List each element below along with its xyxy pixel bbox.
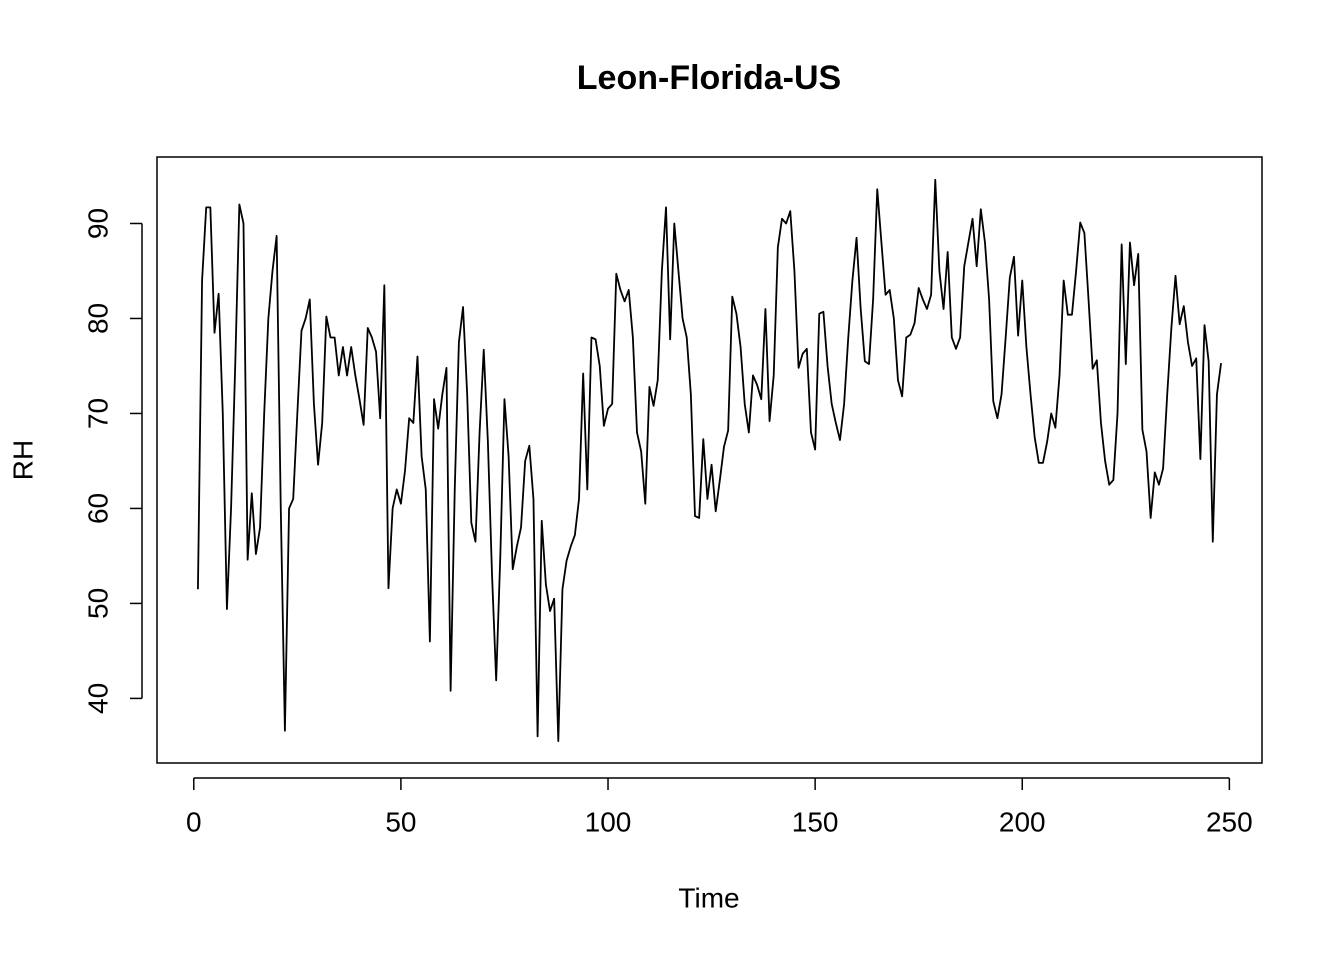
- x-tick-label: 150: [792, 806, 839, 837]
- x-tick-label: 100: [585, 806, 632, 837]
- y-tick-label: 40: [82, 683, 113, 714]
- plot-frame: [156, 156, 1263, 764]
- y-tick-label: 90: [82, 208, 113, 239]
- x-tick-label: 200: [999, 806, 1046, 837]
- y-tick-label: 50: [82, 588, 113, 619]
- x-tick-label: 250: [1206, 806, 1253, 837]
- y-axis-label: RH: [7, 440, 38, 480]
- x-tick-label: 50: [385, 806, 416, 837]
- chart-title: Leon-Florida-US: [577, 59, 841, 97]
- y-tick-label: 60: [82, 493, 113, 524]
- x-tick-label: 0: [186, 806, 202, 837]
- y-tick-label: 70: [82, 398, 113, 429]
- x-axis-label: Time: [678, 882, 739, 913]
- y-tick-label: 80: [82, 303, 113, 334]
- data-line: [197, 178, 1222, 743]
